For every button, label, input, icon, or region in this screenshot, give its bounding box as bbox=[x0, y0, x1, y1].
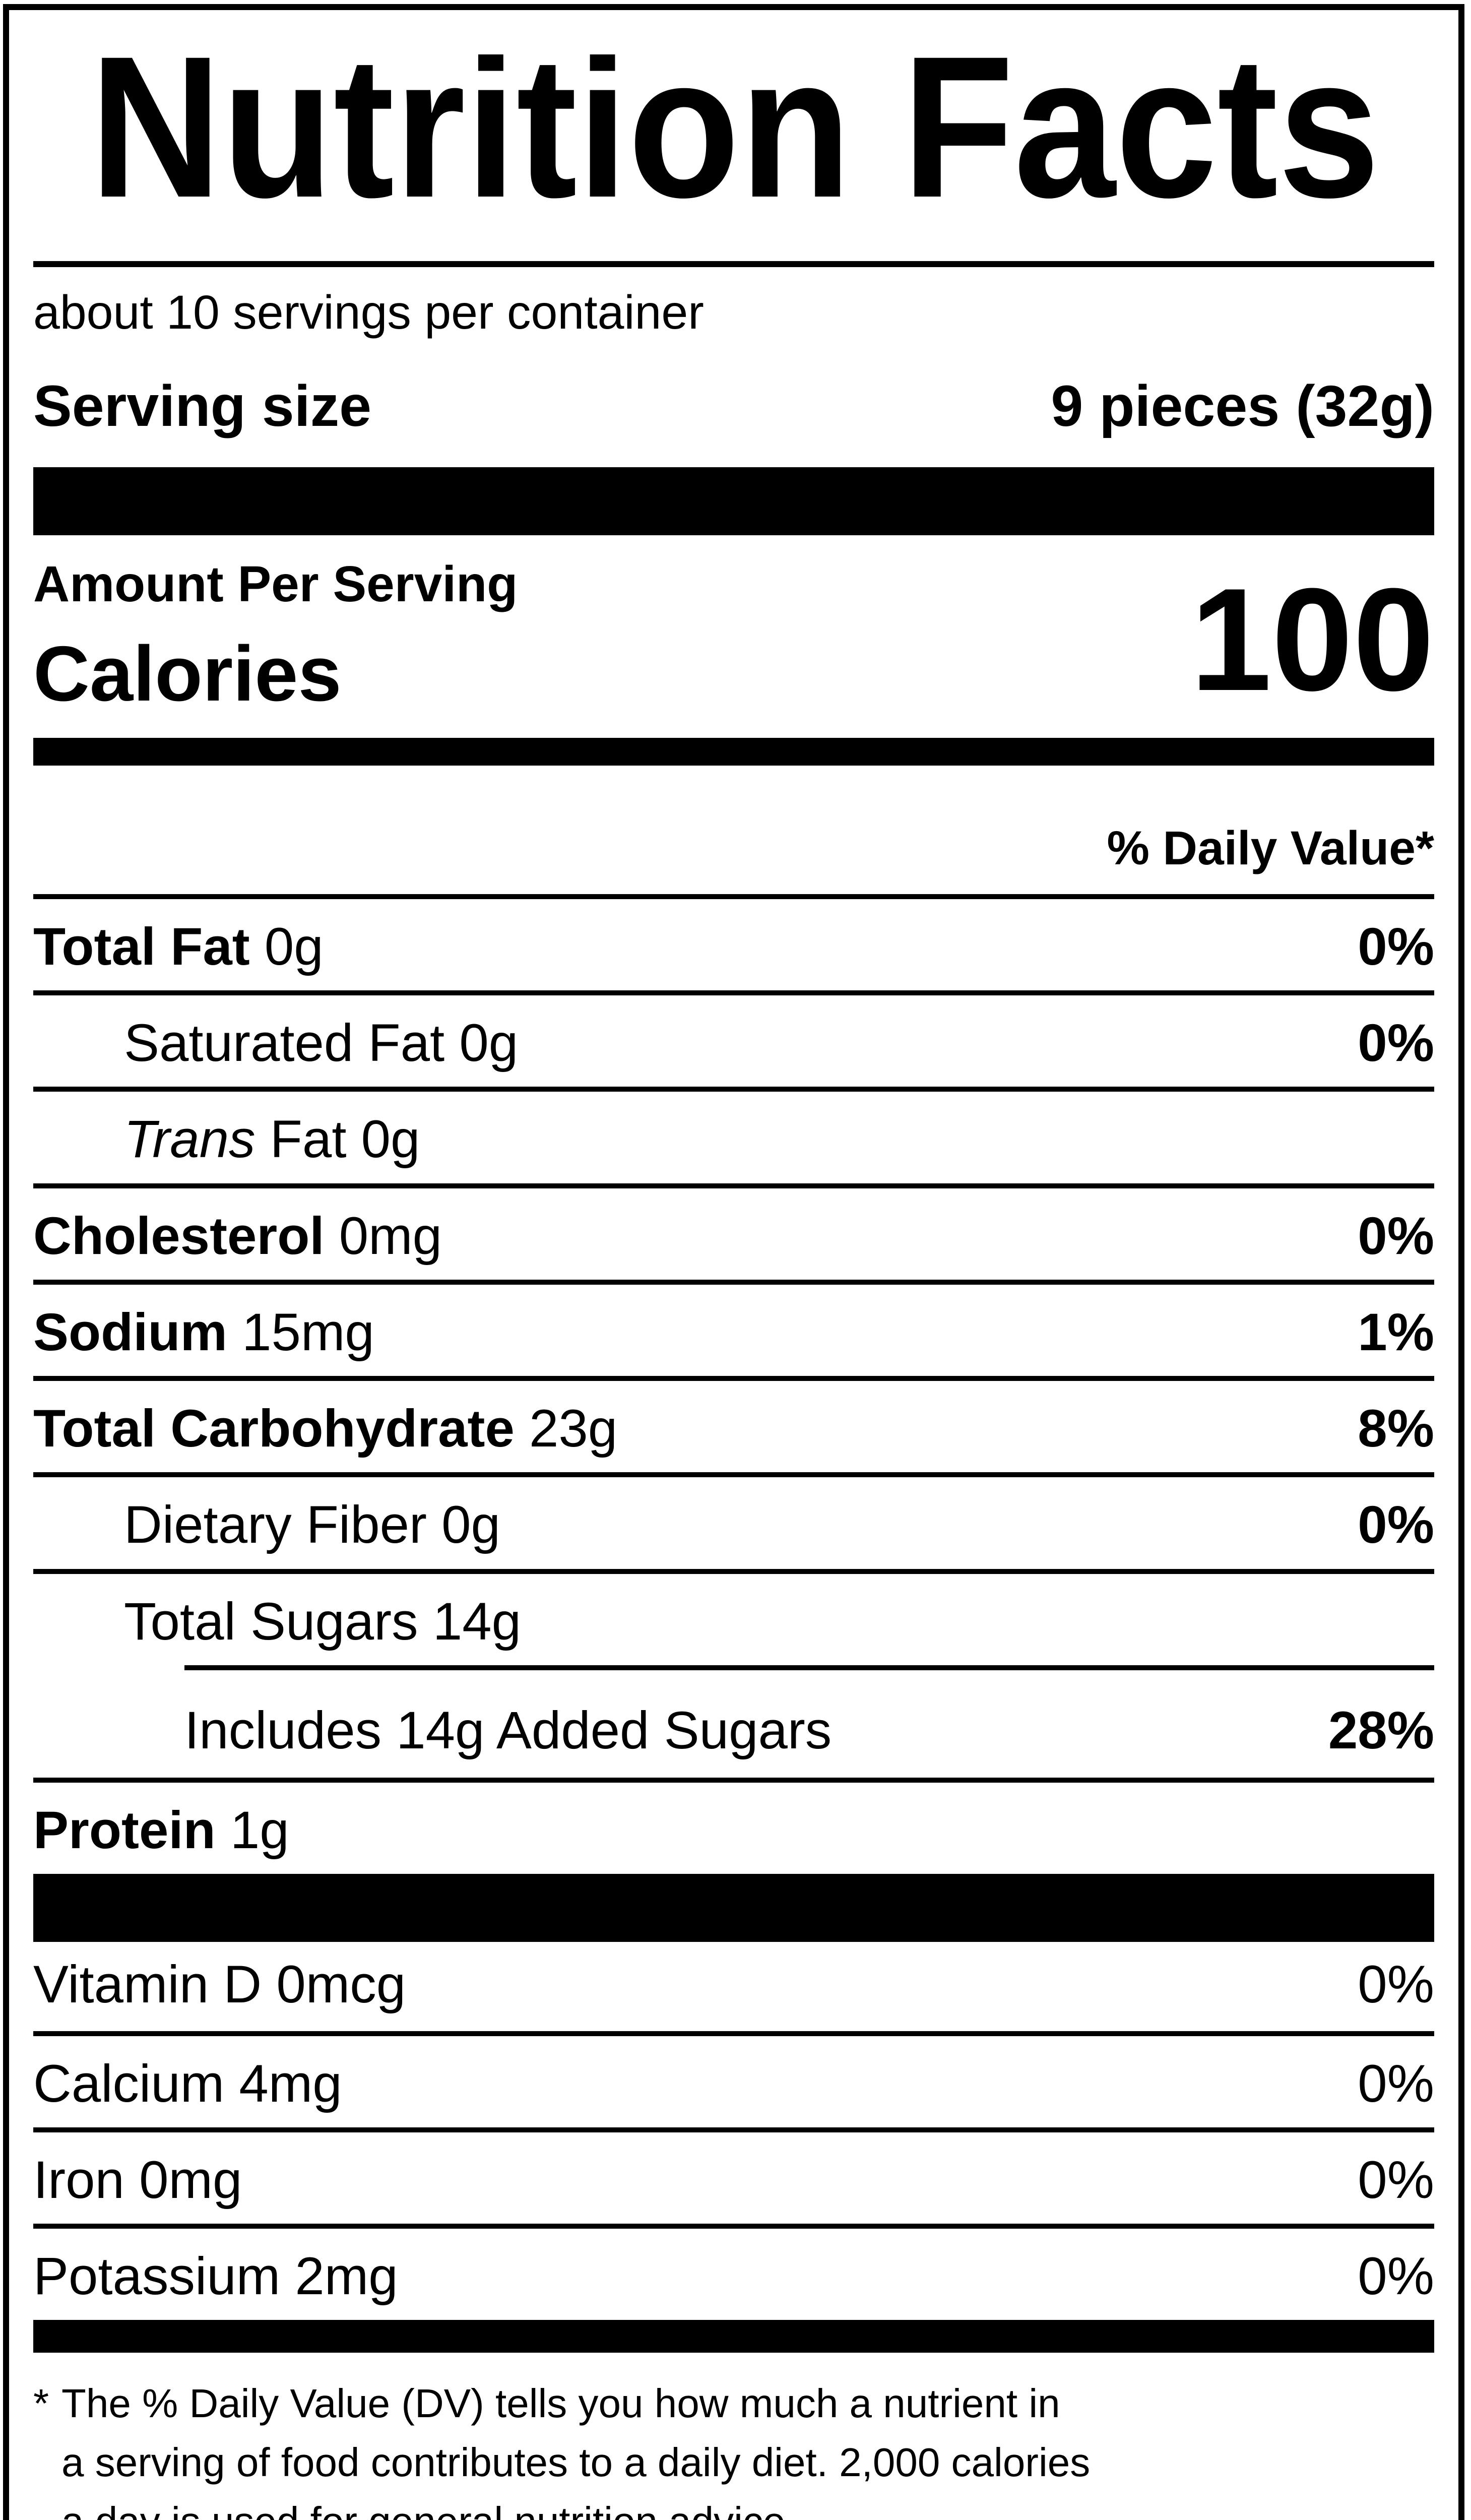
nutrient-dv: 0% bbox=[1358, 917, 1434, 976]
nutrient-dv: 0% bbox=[1358, 1014, 1434, 1073]
added-sugars-rule bbox=[184, 1665, 1434, 1670]
vitamin-dv: 0% bbox=[1358, 2054, 1434, 2113]
nutrient-dv: 8% bbox=[1358, 1399, 1434, 1458]
amount-per-serving: Amount Per Serving bbox=[33, 556, 518, 612]
row-potassium: Potassium 2mg 0% bbox=[33, 2224, 1434, 2320]
calories-label: Calories bbox=[33, 630, 342, 717]
footnote-text: The % Daily Value (DV) tells you how muc… bbox=[61, 2374, 1434, 2520]
row-dietary-fiber: Dietary Fiber 0g 0% bbox=[33, 1472, 1434, 1568]
nutrient-name: Total Carbohydrate 23g bbox=[33, 1399, 618, 1458]
nutrient-name: Sodium 15mg bbox=[33, 1302, 374, 1362]
divider-bar-thick-bottom bbox=[33, 2320, 1434, 2353]
row-calcium: Calcium 4mg 0% bbox=[33, 2031, 1434, 2127]
row-added-sugars: Includes 14g Added Sugars 28% bbox=[33, 1670, 1434, 1778]
nutrition-facts-title: Nutrition Facts bbox=[90, 54, 1380, 211]
footnote-line: The % Daily Value (DV) tells you how muc… bbox=[61, 2381, 1060, 2426]
nutrient-name: Protein 1g bbox=[33, 1801, 289, 1860]
servings-per-container: about 10 servings per container bbox=[33, 286, 704, 339]
vitamin-name: Vitamin D 0mcg bbox=[33, 1955, 406, 2014]
vitamin-dv: 0% bbox=[1358, 2247, 1434, 2306]
footnote-line: a day is used for general nutrition advi… bbox=[61, 2499, 797, 2520]
title-rule bbox=[33, 261, 1434, 267]
serving-size-value: 9 pieces (32g) bbox=[1051, 373, 1434, 438]
row-iron: Iron 0mg 0% bbox=[33, 2127, 1434, 2224]
vitamin-name: Calcium 4mg bbox=[33, 2054, 342, 2113]
nutrient-name: Trans Fat 0g bbox=[124, 1110, 420, 1169]
nutrient-name: Total Sugars 14g bbox=[124, 1592, 522, 1651]
footnote-star: * bbox=[33, 2381, 49, 2426]
vitamin-dv: 0% bbox=[1358, 2150, 1434, 2210]
divider-bar-calories bbox=[33, 738, 1434, 766]
nutrient-name: Total Fat 0g bbox=[33, 917, 324, 976]
calories-value: 100 bbox=[1190, 558, 1434, 721]
daily-value-header: % Daily Value* bbox=[1107, 822, 1434, 875]
nutrient-dv: 1% bbox=[1358, 1302, 1434, 1362]
row-trans-fat: Trans Fat 0g bbox=[33, 1087, 1434, 1183]
row-vitamin-d: Vitamin D 0mcg 0% bbox=[33, 1942, 1434, 2031]
divider-bar-thick-middle bbox=[33, 1874, 1434, 1942]
nutrient-name: Cholesterol 0mg bbox=[33, 1206, 442, 1266]
nutrient-name: Includes 14g Added Sugars bbox=[184, 1700, 832, 1760]
serving-size-label: Serving size bbox=[33, 373, 372, 438]
serving-size-row: Serving size 9 pieces (32g) bbox=[33, 374, 1434, 438]
nutrient-dv: 28% bbox=[1328, 1700, 1434, 1760]
row-total-carbohydrate: Total Carbohydrate 23g 8% bbox=[33, 1376, 1434, 1472]
title-text: Nutrition Facts bbox=[90, 54, 1380, 211]
row-saturated-fat: Saturated Fat 0g 0% bbox=[33, 990, 1434, 1087]
nutrient-name: Dietary Fiber 0g bbox=[124, 1495, 500, 1555]
label-box: Nutrition Facts about 10 servings per co… bbox=[3, 4, 1464, 2520]
row-total-fat: Total Fat 0g 0% bbox=[33, 894, 1434, 990]
row-total-sugars: Total Sugars 14g bbox=[33, 1568, 1434, 1665]
footnote: * The % Daily Value (DV) tells you how m… bbox=[33, 2353, 1434, 2520]
row-cholesterol: Cholesterol 0mg 0% bbox=[33, 1183, 1434, 1280]
nutrient-dv: 0% bbox=[1358, 1495, 1434, 1555]
vitamin-name: Potassium 2mg bbox=[33, 2247, 398, 2306]
divider-bar-thick-top bbox=[33, 467, 1434, 535]
vitamin-dv: 0% bbox=[1358, 1955, 1434, 2014]
vitamin-name: Iron 0mg bbox=[33, 2150, 242, 2210]
row-sodium: Sodium 15mg 1% bbox=[33, 1279, 1434, 1376]
calories-row: Calories 100 bbox=[33, 566, 1434, 713]
nutrient-name: Saturated Fat 0g bbox=[124, 1014, 519, 1073]
row-protein: Protein 1g bbox=[33, 1778, 1434, 1874]
nutrient-dv: 0% bbox=[1358, 1206, 1434, 1266]
footnote-line: a serving of food contributes to a daily… bbox=[61, 2440, 1091, 2485]
